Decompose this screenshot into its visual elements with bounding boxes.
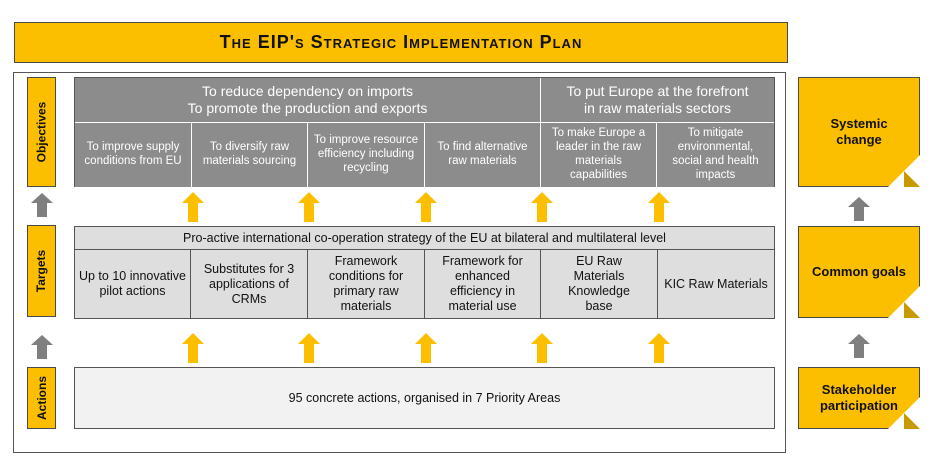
common-goals-label: Common goals — [812, 263, 906, 279]
actions-block: 95 concrete actions, organised in 7 Prio… — [74, 367, 775, 429]
yellow-arrow-up-icon — [415, 333, 437, 363]
objectives-tab: Objectives — [27, 77, 56, 187]
yellow-arrow-up-icon — [298, 333, 320, 363]
page-fold-icon — [904, 171, 920, 187]
targets-header: Pro-active international co-operation st… — [75, 227, 774, 250]
targets-items-row: Up to 10 innovative pilot actions Substi… — [75, 250, 774, 318]
objective-item: To improve resource efficiency including… — [308, 123, 425, 187]
target-item: KIC Raw Materials — [664, 276, 768, 291]
right-arrow-up-2 — [848, 334, 870, 358]
objectives-header-row: To reduce dependency on imports To promo… — [75, 78, 774, 123]
left-arrow-up-2 — [31, 335, 53, 359]
yellow-arrow-up-icon — [182, 333, 204, 363]
targets-tab: Targets — [27, 225, 56, 317]
page-fold-icon — [904, 302, 920, 318]
objective-item: To mitigate environmental, social and he… — [657, 123, 774, 187]
actions-tab: Actions — [27, 367, 56, 429]
objectives-header-right: To put Europe at the forefront in raw ma… — [541, 78, 774, 122]
yellow-arrow-up-icon — [648, 192, 670, 222]
stakeholder-participation-label: Stakeholder participation — [819, 381, 898, 413]
objective-item: To find alternative raw materials — [425, 123, 541, 187]
actions-tab-label: Actions — [34, 375, 49, 421]
target-item: Framework for enhanced efficiency in mat… — [425, 250, 541, 318]
yellow-arrow-up-icon — [531, 333, 553, 363]
yellow-arrows-row-1 — [182, 192, 670, 222]
targets-block: Pro-active international co-operation st… — [74, 226, 775, 319]
objectives-block: To reduce dependency on imports To promo… — [74, 77, 775, 187]
objectives-header-left: To reduce dependency on imports To promo… — [75, 78, 541, 122]
page-fold-icon — [904, 413, 920, 429]
yellow-arrow-up-icon — [182, 192, 204, 222]
yellow-arrow-up-icon — [648, 333, 670, 363]
yellow-arrow-up-icon — [415, 192, 437, 222]
target-item: Framework conditions for primary raw mat… — [308, 250, 425, 318]
common-goals-note: Common goals — [798, 226, 921, 319]
systemic-change-label: Systemic change — [830, 115, 888, 147]
objective-item: To diversify raw materials sourcing — [192, 123, 308, 187]
actions-text: 95 concrete actions, organised in 7 Prio… — [288, 391, 561, 405]
target-item: EU Raw Materials Knowledge base — [541, 250, 658, 318]
yellow-arrow-up-icon — [531, 192, 553, 222]
objective-item: To make Europe a leader in the raw mater… — [541, 123, 657, 187]
objective-item: To improve supply conditions from EU — [75, 123, 192, 187]
stakeholder-participation-note: Stakeholder participation — [798, 367, 921, 430]
target-item: Substitutes for 3 applications of CRMs — [191, 250, 308, 318]
yellow-arrow-up-icon — [298, 192, 320, 222]
plan-title-bar: The EIP's Strategic Implementation Plan — [14, 22, 788, 63]
systemic-change-note: Systemic change — [798, 77, 921, 188]
plan-title: The EIP's Strategic Implementation Plan — [219, 32, 583, 52]
targets-tab-label: Targets — [34, 249, 49, 293]
yellow-arrows-row-2 — [182, 333, 670, 363]
objectives-items-row: To improve supply conditions from EU To … — [75, 123, 774, 187]
left-arrow-up-1 — [31, 193, 53, 217]
target-item: Up to 10 innovative pilot actions — [75, 250, 191, 318]
objectives-tab-label: Objectives — [34, 101, 49, 163]
right-arrow-up-1 — [848, 197, 870, 221]
